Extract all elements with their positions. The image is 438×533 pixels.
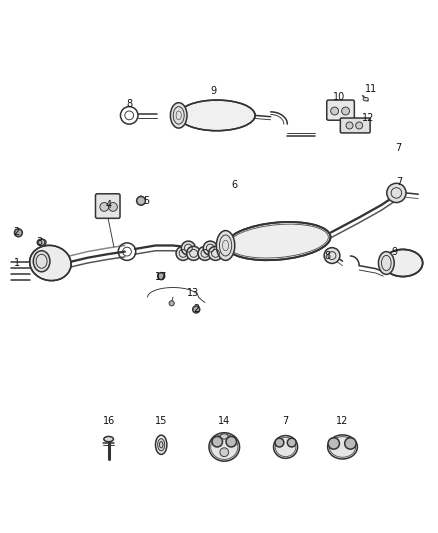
Text: 14: 14 (218, 416, 230, 426)
Circle shape (187, 246, 201, 260)
Text: 17: 17 (155, 272, 167, 282)
Ellipse shape (209, 433, 240, 461)
Circle shape (331, 107, 339, 115)
Ellipse shape (104, 437, 113, 442)
Circle shape (226, 437, 237, 447)
Circle shape (137, 197, 145, 205)
Text: 9: 9 (211, 86, 217, 96)
Circle shape (212, 437, 223, 447)
Circle shape (345, 438, 356, 449)
Circle shape (342, 107, 350, 115)
Ellipse shape (33, 251, 50, 272)
Circle shape (208, 246, 223, 260)
FancyBboxPatch shape (327, 100, 354, 120)
Circle shape (169, 301, 174, 306)
Ellipse shape (158, 439, 165, 451)
Ellipse shape (383, 249, 423, 277)
Text: 11: 11 (365, 84, 378, 94)
Ellipse shape (226, 222, 331, 260)
Text: 12: 12 (336, 416, 349, 426)
Text: 7: 7 (283, 416, 289, 426)
Ellipse shape (328, 435, 357, 459)
Circle shape (100, 203, 109, 211)
Text: 7: 7 (396, 143, 402, 154)
Text: 4: 4 (106, 200, 112, 210)
Circle shape (220, 448, 229, 457)
Circle shape (198, 246, 212, 260)
Ellipse shape (216, 231, 235, 260)
Text: 8: 8 (325, 251, 331, 261)
Circle shape (181, 241, 195, 255)
Text: 12: 12 (362, 112, 374, 123)
Circle shape (346, 122, 353, 129)
Text: 2: 2 (14, 228, 20, 237)
FancyBboxPatch shape (340, 118, 370, 133)
Text: 1: 1 (14, 258, 20, 268)
Text: 13: 13 (187, 288, 199, 298)
Circle shape (193, 306, 200, 313)
Text: 15: 15 (155, 416, 167, 426)
Circle shape (14, 229, 22, 237)
Circle shape (39, 239, 45, 246)
Circle shape (324, 248, 340, 263)
Ellipse shape (363, 98, 368, 101)
Ellipse shape (179, 100, 255, 131)
Text: 16: 16 (102, 416, 115, 426)
Text: 3: 3 (36, 237, 42, 247)
Text: 10: 10 (333, 92, 346, 102)
Circle shape (275, 438, 284, 447)
Ellipse shape (170, 103, 187, 128)
Text: 8: 8 (126, 100, 132, 109)
Text: 2: 2 (193, 304, 199, 314)
Circle shape (109, 203, 117, 211)
Ellipse shape (155, 435, 167, 455)
Text: 7: 7 (396, 177, 403, 188)
Ellipse shape (30, 245, 71, 280)
Text: 5: 5 (144, 196, 150, 206)
Ellipse shape (220, 434, 228, 439)
Circle shape (387, 183, 406, 203)
Circle shape (203, 241, 217, 255)
Circle shape (328, 438, 339, 449)
Text: 9: 9 (391, 247, 397, 257)
Text: 6: 6 (231, 181, 237, 190)
Ellipse shape (378, 252, 394, 274)
Circle shape (158, 273, 165, 280)
Circle shape (356, 122, 363, 129)
Ellipse shape (273, 435, 298, 458)
FancyBboxPatch shape (95, 194, 120, 219)
Circle shape (287, 438, 296, 447)
Circle shape (176, 246, 190, 260)
